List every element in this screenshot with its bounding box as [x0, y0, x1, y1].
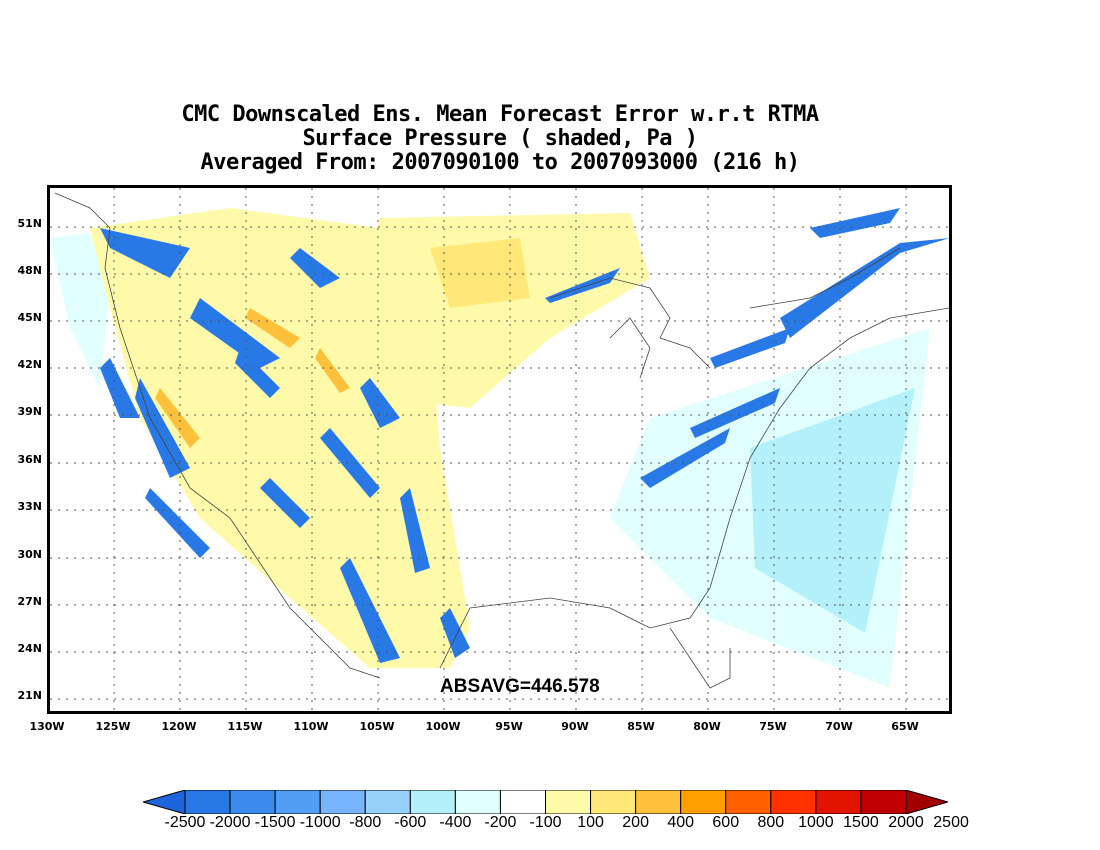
- colorbar-label-1: -2000: [209, 814, 251, 831]
- colorbar-swatch-14: [770, 790, 817, 814]
- colorbar-swatch-9: [545, 790, 592, 814]
- lon-label-90w: 90W: [561, 720, 589, 733]
- colorbar-label-6: -400: [439, 814, 472, 831]
- colorbar-swatch-5: [364, 790, 411, 814]
- colorbar-label-5: -600: [394, 814, 427, 831]
- lat-label-42n: 42N: [17, 358, 42, 371]
- colorbar-label-17: 2500: [933, 814, 969, 831]
- grid-lines: [50, 188, 949, 711]
- lat-label-36n: 36N: [17, 453, 42, 466]
- colorbar-label-2: -1500: [254, 814, 296, 831]
- colorbar-swatch-13: [725, 790, 772, 814]
- colorbar-swatch-16: [860, 790, 907, 814]
- lat-label-30n: 30N: [17, 548, 42, 561]
- colorbar-swatch-7: [454, 790, 501, 814]
- lat-label-45n: 45N: [17, 311, 42, 324]
- colorbar-label-9: 100: [577, 814, 604, 831]
- colorbar-swatch-11: [635, 790, 682, 814]
- coastlines: [54, 192, 949, 689]
- north-plains-shade-2: [430, 238, 530, 308]
- map-plot-area: [47, 185, 952, 714]
- colorbar-label-11: 400: [667, 814, 695, 831]
- colorbar-label-3: -1000: [299, 814, 341, 831]
- lon-label-110w: 110W: [293, 720, 329, 733]
- east-terrain-blue: [545, 208, 949, 488]
- lon-label-115w: 115W: [227, 720, 263, 733]
- title-line-1: CMC Downscaled Ens. Mean Forecast Error …: [181, 102, 819, 127]
- colorbar-swatch-15: [815, 790, 862, 814]
- colorbar-label-0: -2500: [164, 814, 206, 831]
- map-svg: [50, 188, 949, 711]
- colorbar-label-16: 2000: [888, 814, 924, 831]
- colorbar-label-8: -100: [529, 814, 562, 831]
- colorbar-label-13: 800: [757, 814, 785, 831]
- lon-label-75w: 75W: [759, 720, 787, 733]
- lon-label-85w: 85W: [627, 720, 655, 733]
- colorbar-label-4: -800: [349, 814, 382, 831]
- colorbar-swatch-17: [905, 790, 948, 814]
- west-terrain-blue: [100, 228, 470, 663]
- colorbar-swatch-4: [319, 790, 366, 814]
- title-line-2: Surface Pressure ( shaded, Pa ): [302, 126, 698, 151]
- lat-label-24n: 24N: [17, 642, 42, 655]
- absavg-label: ABSAVG=446.578: [440, 676, 600, 697]
- colorbar-swatch-12: [680, 790, 727, 814]
- atlantic-shade-darker: [750, 388, 915, 633]
- lon-label-95w: 95W: [495, 720, 523, 733]
- colorbar: [143, 790, 948, 814]
- colorbar-swatch-0: [143, 790, 186, 814]
- west-terrain-orange: [155, 308, 350, 448]
- colorbar-swatch-6: [409, 790, 456, 814]
- lon-label-80w: 80W: [693, 720, 721, 733]
- western-ocean-shade: [50, 233, 110, 388]
- colorbar-label-15: 1500: [843, 814, 879, 831]
- colorbar-swatch-1: [184, 790, 231, 814]
- colorbar-swatch-8: [499, 790, 546, 814]
- colorbar-label-7: -200: [484, 814, 517, 831]
- lon-label-105w: 105W: [359, 720, 395, 733]
- lat-label-21n: 21N: [17, 689, 42, 702]
- colorbar-label-12: 600: [712, 814, 740, 831]
- colorbar-swatch-3: [274, 790, 321, 814]
- lat-label-27n: 27N: [17, 595, 42, 608]
- west-terrain-base: [90, 208, 470, 668]
- lon-label-120w: 120W: [161, 720, 197, 733]
- lon-label-130w: 130W: [29, 720, 65, 733]
- lon-label-125w: 125W: [95, 720, 131, 733]
- colorbar-swatch-2: [229, 790, 276, 814]
- lat-label-39n: 39N: [17, 405, 42, 418]
- lat-label-51n: 51N: [17, 217, 42, 230]
- lon-label-100w: 100W: [425, 720, 461, 733]
- lat-label-48n: 48N: [17, 264, 42, 277]
- colorbar-label-14: 1000: [798, 814, 834, 831]
- lat-label-33n: 33N: [17, 500, 42, 513]
- title-line-3: Averaged From: 2007090100 to 2007093000 …: [200, 150, 800, 175]
- lon-label-65w: 65W: [891, 720, 919, 733]
- colorbar-label-10: 200: [622, 814, 649, 831]
- lon-label-70w: 70W: [825, 720, 853, 733]
- colorbar-swatches: [143, 790, 948, 814]
- colorbar-swatch-10: [590, 790, 637, 814]
